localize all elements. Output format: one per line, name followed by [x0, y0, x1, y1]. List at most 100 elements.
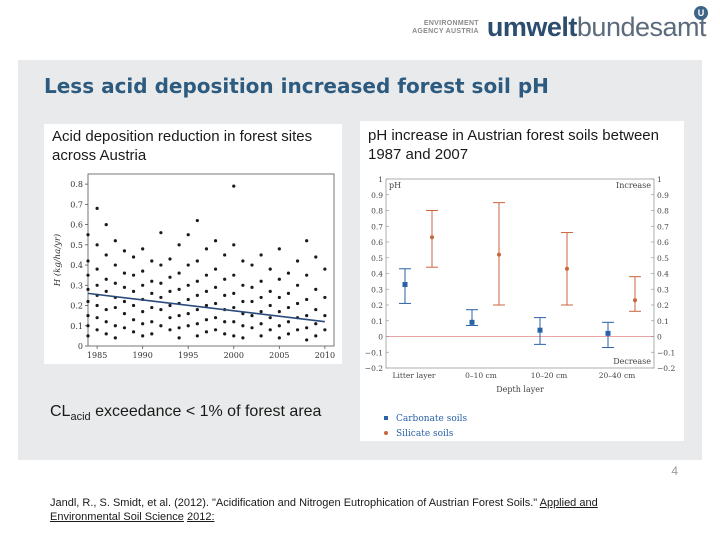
data-point: [86, 273, 90, 277]
logo-subtitle-line1: ENVIRONMENT: [423, 19, 479, 27]
data-point: [177, 326, 181, 330]
logo-wordmark-bold: umwelt: [486, 12, 578, 42]
data-point: [113, 281, 117, 285]
data-point: [159, 281, 163, 285]
data-point: [213, 239, 218, 243]
legend-marker-carbonate: [384, 416, 388, 420]
data-point: [177, 336, 181, 340]
data-point: [95, 303, 99, 308]
data-point: [131, 255, 136, 259]
data-point: [122, 312, 127, 316]
data-point: [213, 328, 218, 332]
logo-subtitle-line2: AGENCY AUSTRIA: [412, 27, 479, 35]
data-point: [305, 326, 309, 330]
reference-journal[interactable]: Applied and Environmental Soil Science: [50, 497, 598, 523]
data-point: [141, 247, 145, 251]
data-point: [223, 293, 227, 298]
deposition-panel-title: Acid deposition reduction in forest site…: [52, 128, 313, 164]
data-point: [241, 259, 245, 263]
data-point: [195, 334, 199, 338]
data-point: [131, 273, 136, 277]
data-point: [204, 330, 209, 334]
cl-subscript: acid: [70, 411, 91, 424]
data-point: [86, 324, 90, 328]
data-point: [131, 303, 136, 308]
y-tick-label-right: 0.1: [657, 317, 669, 326]
y-tick-label-right: 0.3: [657, 285, 669, 294]
legend-label: Silicate soils: [396, 429, 454, 439]
data-point: [159, 263, 163, 267]
data-point: [232, 305, 236, 310]
deposition-panel: Acid deposition reduction in forest site…: [44, 124, 342, 364]
silicate-point: [633, 298, 637, 303]
data-point: [295, 259, 300, 263]
data-point: [131, 330, 136, 334]
data-point: [268, 316, 272, 320]
data-point: [177, 314, 181, 318]
data-point: [286, 271, 291, 275]
data-point: [232, 291, 236, 295]
y-tick-label-right: 0.5: [657, 254, 669, 263]
data-point: [250, 326, 254, 330]
data-point: [259, 253, 263, 257]
y-tick-label-right: 0.8: [657, 207, 669, 216]
data-point: [232, 243, 236, 247]
data-point: [295, 301, 300, 306]
data-point: [104, 222, 108, 227]
cl-acid-note: CLacid exceedance < 1% of forest area: [50, 403, 321, 423]
data-point: [113, 336, 117, 340]
data-point: [95, 206, 99, 210]
data-point: [186, 263, 190, 267]
increase-label: Increase: [616, 181, 651, 190]
y-tick-label: 0: [78, 342, 83, 351]
data-point: [305, 297, 309, 302]
data-point: [95, 328, 99, 332]
data-point: [232, 184, 236, 188]
legend-label: Carbonate soils: [396, 414, 467, 424]
data-point: [159, 231, 163, 235]
data-point: [141, 322, 145, 326]
data-point: [95, 267, 99, 271]
data-point: [223, 320, 227, 324]
data-point: [177, 243, 181, 247]
decrease-label: Decrease: [613, 357, 651, 366]
carbonate-point: [402, 282, 408, 288]
y-tick-label-left: 0.4: [371, 270, 383, 279]
category-label: 0–10 cm: [465, 371, 497, 380]
data-point: [213, 267, 218, 271]
data-point: [204, 247, 209, 251]
data-point: [104, 277, 108, 281]
data-point: [159, 307, 163, 312]
data-point: [259, 295, 263, 300]
data-point: [168, 303, 172, 308]
y-tick-label: 0.8: [70, 180, 83, 189]
data-point: [104, 289, 108, 293]
data-point: [305, 338, 309, 342]
data-point: [277, 336, 281, 340]
y-tick-label-left: 0: [378, 333, 383, 342]
y-tick-label-right: −0.1: [657, 348, 675, 357]
data-point: [195, 322, 199, 326]
data-point: [113, 239, 117, 243]
data-point: [86, 259, 90, 263]
data-point: [186, 312, 190, 316]
data-point: [259, 322, 263, 326]
y-tick-label-right: 0.6: [657, 238, 669, 247]
data-point: [268, 303, 272, 308]
ph-panel-title: pH increase in Austrian forest soils bet…: [368, 127, 659, 163]
data-point: [241, 324, 245, 328]
data-point: [295, 283, 300, 287]
y-tick-label-right: 0.2: [657, 301, 669, 310]
data-point: [86, 314, 90, 318]
y-tick-label-left: 0.6: [371, 238, 383, 247]
y-tick-label-right: 0: [657, 333, 662, 342]
data-point: [323, 314, 327, 318]
y-tick-label-right: 0.4: [657, 270, 669, 279]
data-point: [250, 314, 254, 318]
data-point: [122, 249, 127, 253]
logo-mark-icon: U: [694, 6, 708, 20]
data-point: [314, 255, 318, 259]
data-point: [286, 305, 291, 310]
data-point: [323, 267, 327, 271]
data-point: [241, 283, 245, 287]
